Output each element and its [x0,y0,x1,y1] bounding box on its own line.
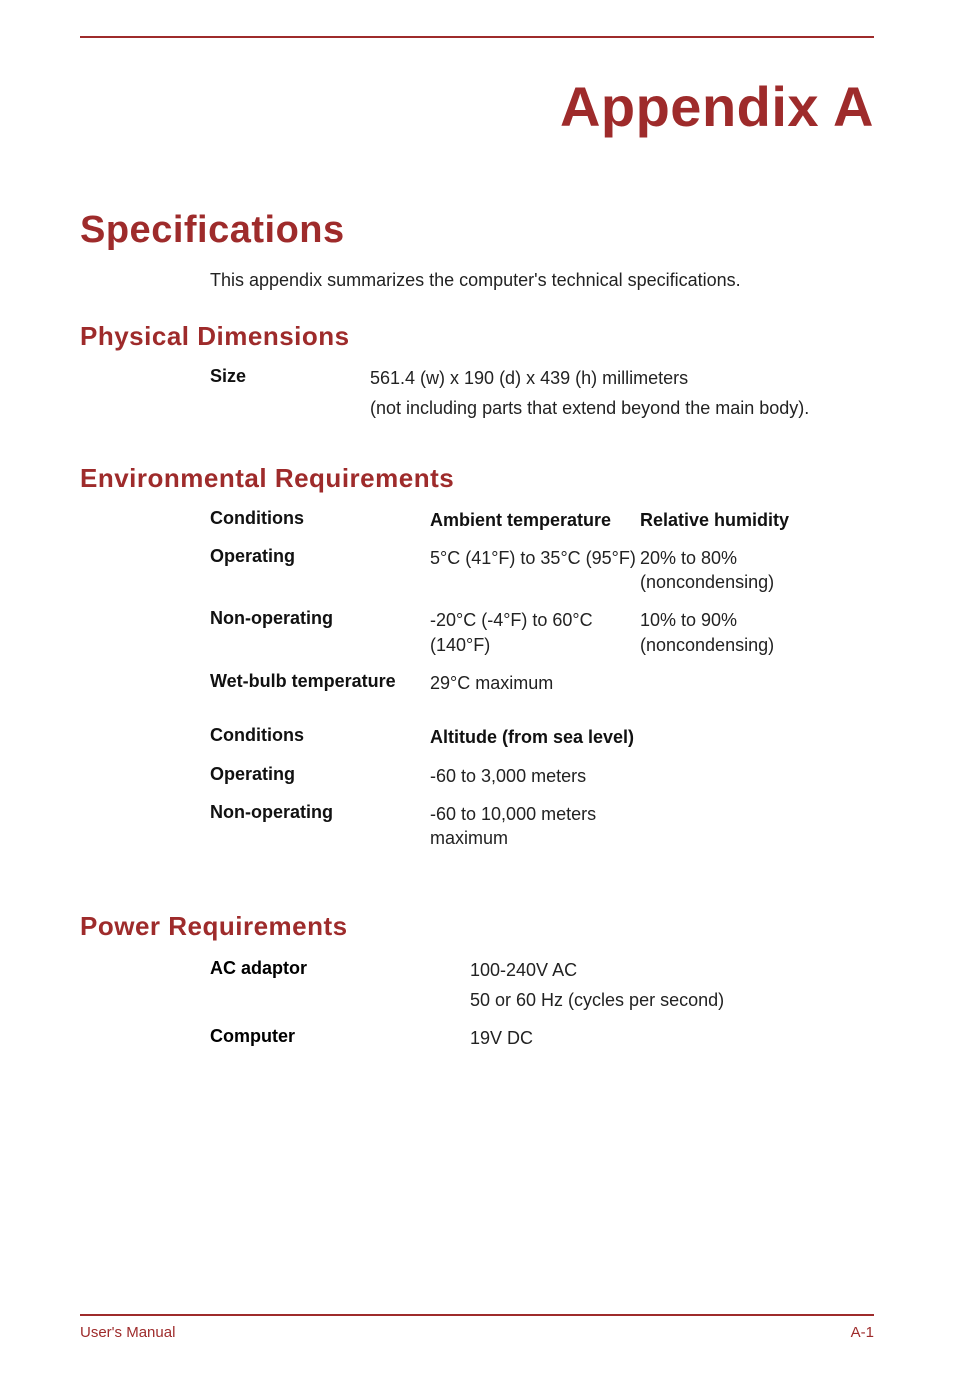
power-row-value1: 19V DC [470,1026,533,1050]
spacer [210,988,470,1012]
env-header-ambient: Ambient temperature [430,508,640,532]
size-label: Size [210,366,370,390]
environmental-block: Conditions Ambient temperature Relative … [210,508,874,851]
env-row-ambient: -20°C (-4°F) to 60°C (140°F) [430,608,640,657]
env-row-humidity: 20% to 80% (noncondensing) [640,546,830,595]
environmental-title: Environmental Requirements [80,463,874,494]
power-block: AC adaptor 100-240V AC 50 or 60 Hz (cycl… [210,958,874,1051]
physical-dimensions-block: Size 561.4 (w) x 190 (d) x 439 (h) milli… [210,366,874,421]
alt-header-conditions: Conditions [210,725,430,749]
intro-text: This appendix summarizes the computer's … [210,270,874,291]
spacer [210,396,370,420]
env-row-label: Non-operating [210,608,430,657]
env-header-conditions: Conditions [210,508,430,532]
alt-row-label: Operating [210,764,430,788]
footer-right: A-1 [851,1324,874,1341]
altitude-block: Conditions Altitude (from sea level) Ope… [210,725,874,850]
page-footer: User's Manual A-1 [80,1314,874,1341]
alt-row-value: -60 to 10,000 meters maximum [430,802,640,851]
power-row-label: AC adaptor [210,958,470,982]
footer-left: User's Manual [80,1324,175,1341]
env-row-ambient: 5°C (41°F) to 35°C (95°F) [430,546,640,595]
power-row-value2: 50 or 60 Hz (cycles per second) [470,988,724,1012]
alt-row-label: Non-operating [210,802,430,851]
power-row-label: Computer [210,1026,470,1050]
env-row-label: Operating [210,546,430,595]
size-value: 561.4 (w) x 190 (d) x 439 (h) millimeter… [370,366,688,390]
env-row-label: Wet-bulb temperature [210,671,430,695]
env-row-humidity: 10% to 90% (noncondensing) [640,608,830,657]
power-title: Power Requirements [80,911,874,942]
env-row-humidity [640,671,830,695]
env-header-humidity: Relative humidity [640,508,830,532]
env-row-ambient: 29°C maximum [430,671,640,695]
top-rule [80,36,874,38]
size-note: (not including parts that extend beyond … [370,396,809,420]
appendix-title: Appendix A [80,74,874,139]
physical-dimensions-title: Physical Dimensions [80,321,874,352]
alt-header-altitude: Altitude (from sea level) [430,725,640,749]
power-row-value1: 100-240V AC [470,958,577,982]
section-title: Specifications [80,209,874,252]
alt-row-value: -60 to 3,000 meters [430,764,640,788]
